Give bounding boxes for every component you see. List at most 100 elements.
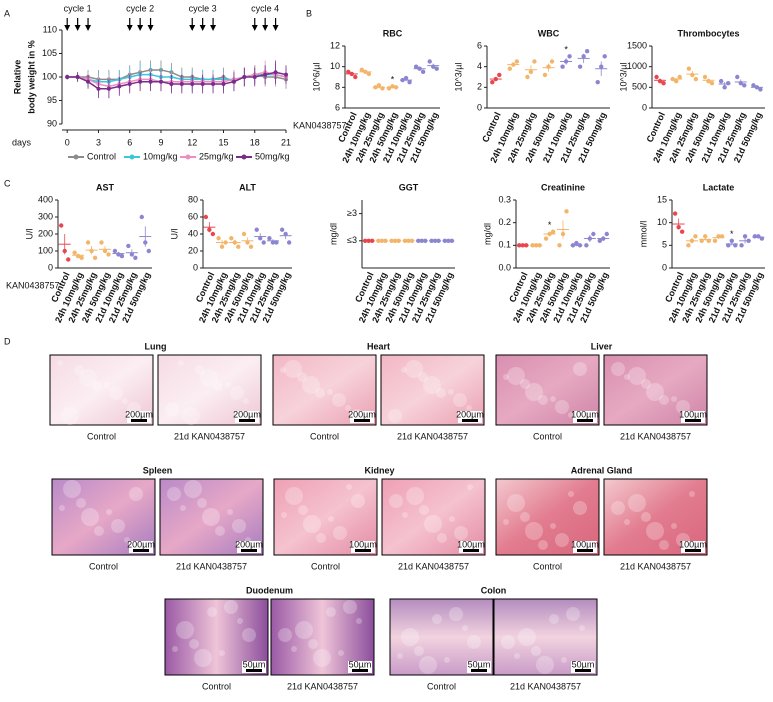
marker: [127, 82, 132, 87]
marker: [117, 84, 122, 89]
data-point: [254, 227, 259, 232]
data-point: [216, 236, 221, 241]
tissue-texture: [332, 393, 346, 407]
marker: [86, 79, 91, 84]
y-tick-label: 400: [38, 194, 53, 204]
tissue-texture: [503, 374, 509, 380]
tissue-texture: [63, 480, 81, 498]
arrow-head: [147, 25, 154, 31]
scale-bar-label: 50µm: [468, 659, 491, 669]
y-tick-label: 300: [38, 211, 53, 221]
data-point: [674, 78, 679, 84]
data-point: [654, 74, 659, 80]
marker: [252, 75, 257, 79]
y-tick-label: 95: [47, 95, 57, 105]
tissue-texture: [343, 600, 357, 614]
data-point: [286, 240, 292, 245]
tissue-texture: [346, 484, 352, 490]
data-point: [248, 244, 254, 249]
tissue-texture: [76, 498, 86, 508]
data-point: [597, 238, 602, 243]
tissue-texture: [454, 526, 468, 540]
tissue-texture: [671, 396, 677, 402]
tissue-title: Kidney: [364, 465, 394, 475]
tissue-texture: [291, 646, 297, 652]
tissue-texture: [224, 600, 238, 614]
tissue-texture: [182, 407, 200, 425]
marker: [211, 82, 216, 87]
data-point: [712, 238, 718, 243]
arrow-head: [262, 25, 269, 31]
data-point: [550, 229, 556, 234]
image-caption: Control: [202, 681, 231, 691]
data-point: [693, 76, 699, 82]
y-tick-label: 12: [330, 40, 340, 50]
scale-bar: [577, 419, 593, 422]
marker: [65, 75, 70, 79]
tissue-texture: [507, 367, 525, 385]
tissue-texture: [467, 484, 473, 490]
data-point: [59, 223, 64, 228]
tissue-texture: [106, 509, 112, 515]
scale-bar: [577, 549, 593, 552]
series-line: [67, 71, 287, 90]
scale-bar: [685, 549, 701, 552]
data-point: [376, 83, 382, 88]
image-caption: Control: [310, 431, 339, 441]
y-axis-label: 10^3/µl: [453, 63, 463, 92]
marker: [231, 79, 236, 84]
tissue-title: Heart: [367, 341, 390, 351]
marker: [158, 79, 163, 84]
data-point: [722, 85, 727, 90]
panel-label: C: [4, 178, 11, 188]
legend-label: 10mg/kg: [143, 151, 178, 161]
tissue-texture: [213, 381, 223, 391]
tissue-texture: [281, 512, 287, 518]
scale-bar: [354, 419, 370, 422]
data-point: [584, 243, 589, 248]
y-tick-label: 500: [632, 82, 647, 92]
y-tick-label: 100: [42, 71, 57, 81]
arrow-head: [137, 25, 144, 31]
tissue-texture: [285, 487, 303, 505]
tissue-texture: [328, 516, 334, 522]
marker: [138, 79, 143, 84]
tissue-texture: [388, 409, 402, 423]
tissue-texture: [280, 367, 286, 373]
tissue-title: Duodenum: [246, 585, 293, 595]
y-axis-label: body weight in %: [26, 40, 36, 114]
data-point: [725, 81, 731, 86]
data-point: [532, 59, 537, 64]
tissue-texture: [278, 628, 292, 642]
tissue-texture: [92, 381, 102, 391]
data-point: [112, 248, 118, 254]
tissue-texture: [215, 526, 225, 536]
tissue-texture: [57, 360, 63, 366]
tissue-texture: [333, 526, 347, 540]
tissue-texture: [624, 374, 630, 380]
tissue-texture: [550, 396, 556, 402]
tissue-texture: [59, 505, 65, 511]
data-point: [346, 69, 351, 75]
tissue-texture: [178, 360, 184, 366]
scale-bar-label: 100µm: [457, 539, 485, 549]
data-point: [99, 240, 104, 245]
y-tick-label: 0.0: [498, 262, 511, 272]
marker: [169, 82, 174, 87]
tissue-texture: [448, 389, 454, 395]
data-point: [236, 244, 241, 249]
tissue-title: Liver: [591, 341, 613, 351]
tissue-texture: [520, 512, 530, 522]
y-axis-label: mg/dl: [482, 223, 492, 245]
data-point: [403, 75, 409, 81]
data-point: [751, 83, 756, 88]
tissue-texture: [401, 367, 407, 373]
tissue-texture: [197, 498, 207, 508]
tissue-texture: [180, 505, 186, 511]
tissue-texture: [453, 393, 467, 407]
tissue-texture: [232, 519, 246, 533]
data-point: [434, 66, 439, 71]
tissue-texture: [624, 519, 630, 525]
data-point: [693, 234, 698, 239]
scale-bar: [246, 669, 262, 672]
